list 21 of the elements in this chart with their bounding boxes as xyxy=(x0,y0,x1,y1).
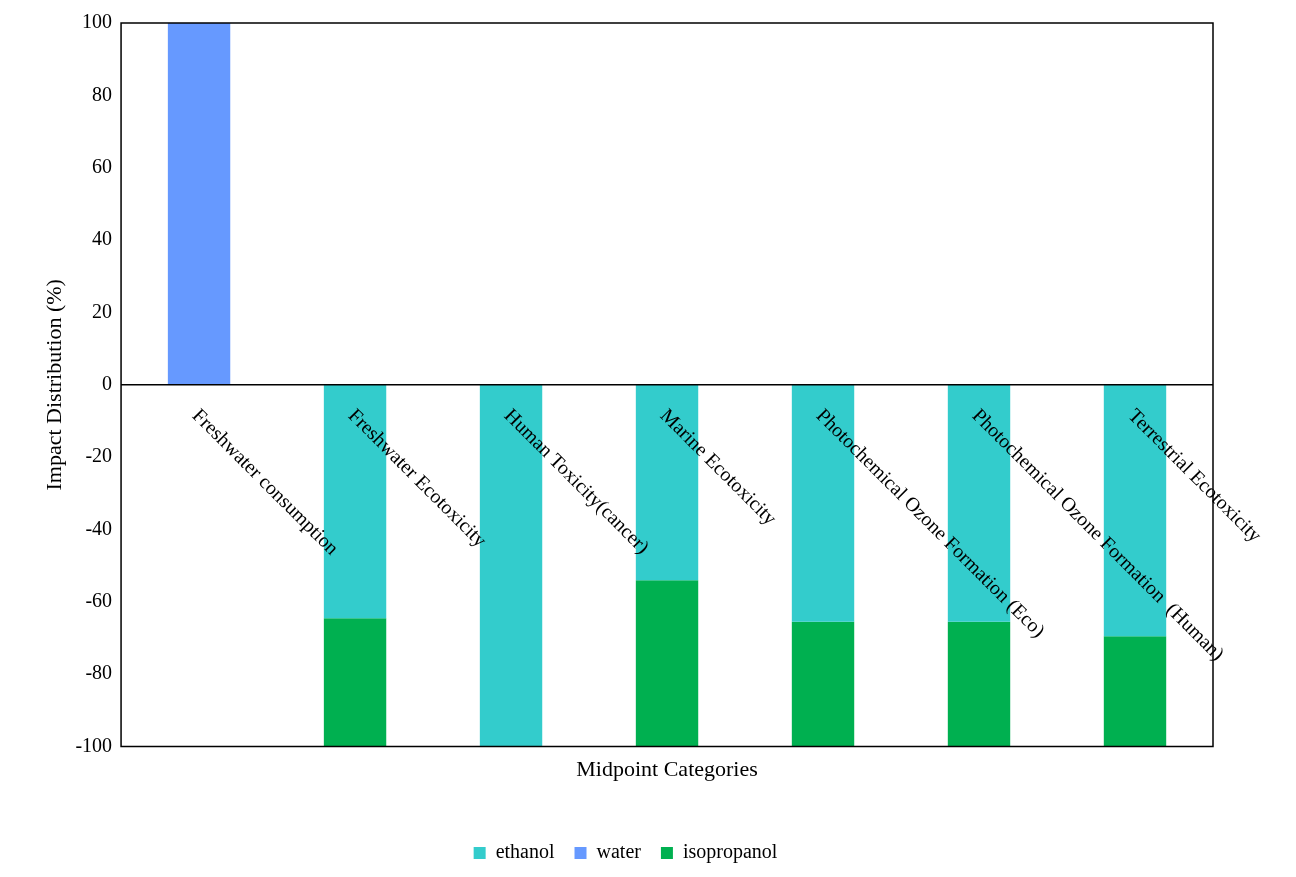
bar xyxy=(323,618,387,747)
y-tick-label: -20 xyxy=(85,444,113,467)
y-axis-title: Impact Distribution (%) xyxy=(40,279,66,491)
y-tick-label: -80 xyxy=(85,661,113,684)
bar xyxy=(1103,636,1167,747)
y-tick-label: 60 xyxy=(92,154,113,177)
y-tick-label: 0 xyxy=(102,372,113,395)
bar xyxy=(635,580,699,747)
y-tick-label: 40 xyxy=(92,227,113,250)
x-axis-title: Midpoint Categories xyxy=(576,755,758,781)
legend-label: ethanol xyxy=(495,840,555,863)
y-tick-label: -40 xyxy=(85,516,113,539)
legend-label: isopropanol xyxy=(682,840,778,864)
bar xyxy=(167,23,231,385)
y-tick-label: 20 xyxy=(92,299,113,322)
y-tick-label: -60 xyxy=(85,589,113,612)
bar xyxy=(791,621,855,747)
legend-label: water xyxy=(596,840,642,863)
y-tick-label: -100 xyxy=(75,733,113,756)
y-tick-label: 80 xyxy=(92,82,113,105)
y-tick-label: 100 xyxy=(82,10,113,33)
